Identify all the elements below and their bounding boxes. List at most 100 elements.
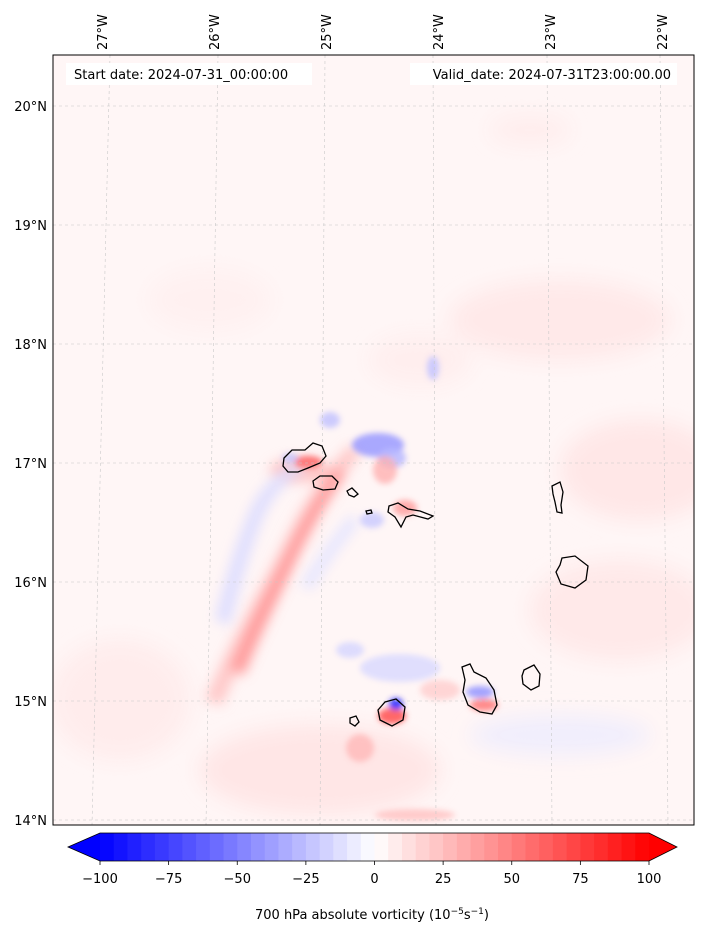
gridline-lon-24w: [432, 55, 437, 825]
colorbar: −100 −75 −50 −25 0 25 50 75 100 700 hPa absolute…: [67, 832, 678, 923]
colorbar-tick-label: −25: [292, 872, 319, 887]
lat-label-17n: 17°N: [14, 457, 47, 472]
island-fogo: [377, 698, 406, 727]
colorbar-cell: [237, 833, 252, 861]
colorbar-cell: [635, 833, 650, 861]
gridline-lon-25w: [319, 55, 326, 825]
gridline-lon-23w: [546, 55, 553, 825]
start-date-text: Start date: 2024-07-31_00:00:00: [74, 68, 288, 83]
lon-label-23w: 23°W: [544, 14, 559, 50]
colorbar-cell: [209, 833, 224, 861]
colorbar-cell: [484, 833, 499, 861]
lon-label-25w: 25°W: [320, 14, 335, 50]
start-date-box: [66, 63, 312, 85]
colorbar-tick-label: 100: [637, 872, 662, 887]
map-gridlines: [53, 55, 694, 825]
lon-label-22w: 22°W: [656, 14, 671, 50]
coastlines: [282, 442, 589, 727]
map-panel: Start date: 2024-07-31_00:00:00 Valid_da…: [52, 54, 695, 826]
lat-label-14n: 14°N: [14, 814, 47, 829]
colorbar-cell: [429, 833, 444, 861]
colorbar-cell: [305, 833, 321, 861]
colorbar-cell: [552, 833, 568, 861]
colorbar-cell: [456, 833, 471, 861]
colorbar-cell: [388, 833, 403, 861]
colorbar-cell: [264, 833, 279, 861]
colorbar-cell: [566, 833, 581, 861]
colorbar-cell: [360, 833, 375, 861]
colorbar-cell: [154, 833, 170, 861]
lat-label-16n: 16°N: [14, 576, 47, 591]
lat-labels: 20°N 19°N 18°N 17°N 16°N 15°N 14°N: [14, 100, 47, 829]
colorbar-tick-label: 0: [370, 872, 378, 887]
colorbar-cell: [127, 833, 142, 861]
colorbar-extend-min: [68, 833, 100, 861]
colorbar-extend-max: [649, 833, 677, 861]
colorbar-tick-label: −75: [155, 872, 182, 887]
valid-date-text: Valid_date: 2024-07-31T23:00:00.00: [433, 68, 671, 83]
lat-label-20n: 20°N: [14, 100, 47, 115]
gridline-lon-26w: [205, 55, 219, 825]
colorbar-cell: [113, 833, 128, 861]
colorbar-cell: [182, 833, 197, 861]
colorbar-cell: [292, 833, 307, 861]
vorticity-field: [53, 115, 694, 821]
island-sao-nicolau: [387, 502, 435, 529]
island-sao-vicente: [312, 475, 339, 491]
colorbar-cell: [374, 833, 389, 861]
colorbar-cell: [319, 833, 334, 861]
colorbar-cell: [401, 833, 417, 861]
island-santo-antao: [282, 442, 327, 473]
colorbar-cell: [250, 833, 266, 861]
map-frame: [52, 54, 695, 826]
colorbar-tick-label: 50: [503, 872, 520, 887]
island-sal: [551, 481, 564, 514]
colorbar-label: 700 hPa absolute vorticity (10−5s−1): [255, 907, 489, 923]
colorbar-cell: [498, 833, 513, 861]
lon-label-27w: 27°W: [96, 14, 111, 50]
colorbar-cell: [100, 833, 115, 861]
colorbar-cell: [470, 833, 485, 861]
colorbar-cell: [539, 833, 554, 861]
colorbar-tick-label: −50: [224, 872, 251, 887]
lon-label-24w: 24°W: [432, 14, 447, 50]
lat-label-15n: 15°N: [14, 695, 47, 710]
southern-vortices: [336, 642, 498, 821]
colorbar-cell: [511, 833, 526, 861]
colorbar-ticks: −100 −75 −50 −25 0 25 50 75 100: [82, 861, 661, 887]
blue-band: [215, 460, 360, 625]
island-brava: [349, 715, 360, 727]
lon-label-26w: 26°W: [208, 14, 223, 50]
colorbar-cell: [415, 833, 430, 861]
colorbar-cell: [525, 833, 540, 861]
gridline-lon-27w: [91, 55, 111, 825]
island-santa-luzia: [346, 487, 359, 498]
colorbar-cell: [347, 833, 362, 861]
island-maio: [521, 664, 541, 691]
island-santiago: [461, 663, 498, 715]
colorbar-cell: [223, 833, 238, 861]
background-patches: [53, 115, 694, 815]
colorbar-cell: [594, 833, 609, 861]
island-raso: [365, 509, 373, 515]
colorbar-tick-label: 75: [572, 872, 589, 887]
colorbar-cells: [100, 833, 650, 861]
island-boa-vista: [555, 555, 589, 589]
lon-labels: 27°W 26°W 25°W 24°W 23°W 22°W: [96, 14, 671, 50]
colorbar-cell: [621, 833, 636, 861]
gridline-lon-22w: [659, 55, 669, 825]
colorbar-cell: [333, 833, 348, 861]
lat-label-18n: 18°N: [14, 338, 47, 353]
valid-date-box: [410, 63, 677, 85]
colorbar-cell: [607, 833, 622, 861]
colorbar-cell: [141, 833, 156, 861]
colorbar-cell: [580, 833, 595, 861]
colorbar-cell: [443, 833, 458, 861]
colorbar-cell: [168, 833, 183, 861]
colorbar-tick-label: −100: [82, 872, 118, 887]
lat-label-19n: 19°N: [14, 219, 47, 234]
colorbar-cell: [196, 833, 211, 861]
colorbar-tick-label: 25: [435, 872, 452, 887]
